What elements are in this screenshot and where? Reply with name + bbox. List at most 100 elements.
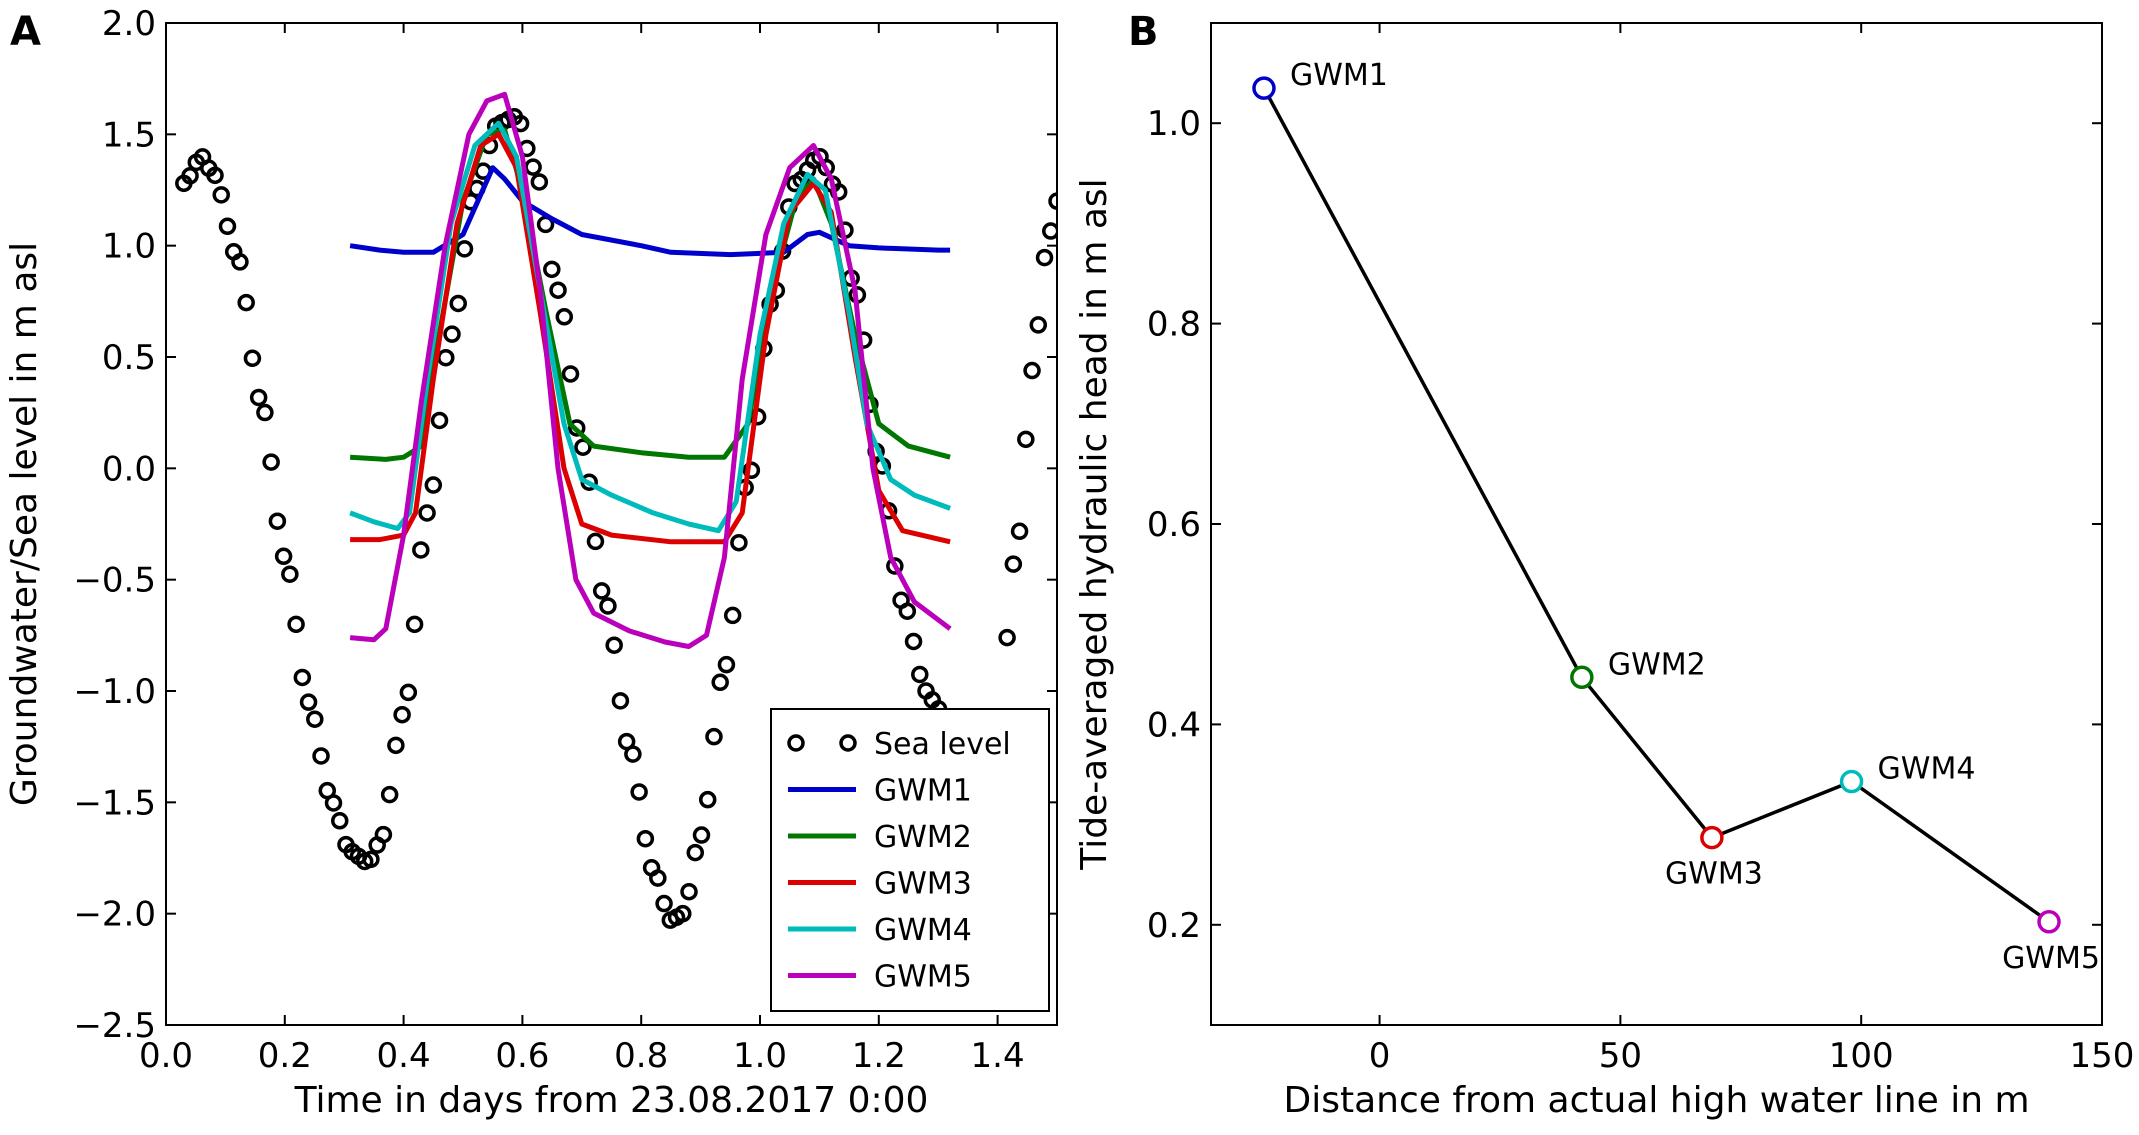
panel-b-x-ticks: 0 50 100 150 bbox=[1369, 23, 2135, 1076]
sea-level-point bbox=[611, 692, 630, 710]
sea-level-point bbox=[555, 308, 574, 326]
sea-level-point bbox=[330, 812, 349, 830]
legend-gwm1-label: GWM1 bbox=[874, 774, 972, 809]
panel-b-point-labels: GWM1 GWM2 GWM3 GWM4 GWM5 bbox=[1290, 58, 2100, 976]
y-tick-label: −2.5 bbox=[73, 1006, 156, 1046]
sea-level-point bbox=[412, 541, 430, 559]
sea-level-point bbox=[904, 632, 923, 651]
sea-level-point bbox=[362, 850, 380, 869]
gwm4-point-label: GWM4 bbox=[1878, 752, 1976, 787]
legend: Sea level GWM1 GWM2 GWM3 GWM4 GWM5 bbox=[770, 708, 1050, 1012]
sea-level-point bbox=[543, 260, 561, 279]
panel-a-chart: 0.0 0.2 0.4 0.6 0.8 1.0 1.2 1.4 −2.5 −2.0 −1.5 −1.… bbox=[4, 4, 1058, 1121]
panel-a-frame bbox=[165, 22, 1058, 1026]
x-tick-label: 100 bbox=[1829, 1036, 1894, 1076]
sea-level-point bbox=[524, 158, 542, 176]
panel-a-y-axis-label: Groundwater/Sea level in m asl bbox=[4, 242, 45, 806]
sea-level-point bbox=[449, 294, 467, 313]
sea-level-point bbox=[206, 166, 224, 185]
sea-level-point bbox=[237, 293, 255, 312]
legend-gwm4-label: GWM4 bbox=[874, 913, 972, 948]
sea-level-point bbox=[1023, 361, 1041, 380]
gwm5-point bbox=[2037, 910, 2061, 934]
y-tick-label: 0.4 bbox=[1147, 705, 1201, 745]
x-tick-label: 1.4 bbox=[971, 1036, 1025, 1076]
hydraulic-head-line bbox=[1252, 76, 2061, 934]
sea-level-point bbox=[443, 325, 461, 343]
sea-level-point bbox=[293, 668, 312, 687]
sea-level-point bbox=[1042, 222, 1057, 240]
x-tick-label: 0.0 bbox=[139, 1036, 193, 1076]
legend-sea-level-marker-right bbox=[839, 734, 857, 752]
sea-level-point bbox=[624, 745, 642, 763]
y-tick-label: −1.5 bbox=[73, 783, 156, 823]
y-tick-label: 1.0 bbox=[1147, 104, 1201, 144]
panel-a-y-ticks: −2.5 −2.0 −1.5 −1.0 −0.5 0.0 0.5 1.0 1.5 2.0 bbox=[73, 4, 1057, 1046]
sea-level-point bbox=[911, 665, 929, 684]
gwm4-point bbox=[1839, 769, 1864, 794]
sea-level-point bbox=[218, 217, 237, 236]
x-tick-label: 150 bbox=[2070, 1036, 2135, 1076]
y-tick-label: −0.5 bbox=[73, 561, 156, 601]
y-tick-label: 2.0 bbox=[102, 4, 156, 44]
y-tick-label: −2.0 bbox=[73, 895, 156, 935]
legend-sea-level-marker-left bbox=[787, 734, 805, 752]
sea-level-point bbox=[312, 747, 330, 765]
y-tick-label: 0.8 bbox=[1147, 305, 1201, 345]
x-tick-label: 1.2 bbox=[852, 1036, 906, 1076]
sea-level-point bbox=[568, 419, 586, 437]
y-tick-label: 1.0 bbox=[102, 227, 156, 267]
y-tick-label: 1.5 bbox=[102, 115, 156, 155]
sea-level-point bbox=[212, 186, 230, 204]
gwm5-line bbox=[349, 91, 952, 649]
sea-level-point bbox=[605, 636, 623, 654]
x-tick-label: 1.0 bbox=[733, 1036, 787, 1076]
sea-level-point bbox=[306, 710, 324, 728]
sea-level-point bbox=[1004, 555, 1023, 573]
sea-level-point bbox=[886, 557, 904, 575]
panel-b-y-ticks: 0.2 0.4 0.6 0.8 1.0 bbox=[1147, 104, 2102, 946]
panel-letter-a: A bbox=[10, 9, 41, 55]
panel-a-x-ticks: 0.0 0.2 0.4 0.6 0.8 1.0 1.2 1.4 bbox=[139, 23, 1025, 1076]
gwm2-point-label: GWM2 bbox=[1608, 647, 1706, 682]
gwm2-point bbox=[1570, 665, 1594, 690]
sea-level-point bbox=[262, 453, 280, 471]
sea-level-point bbox=[698, 790, 717, 809]
x-tick-label: 0.6 bbox=[495, 1036, 549, 1076]
sea-level-point bbox=[530, 173, 549, 191]
sea-level-point bbox=[998, 628, 1016, 647]
panel-b-x-axis-label: Distance from actual high water line in … bbox=[1283, 1080, 2029, 1121]
sea-level-point bbox=[256, 403, 274, 422]
gwm3-point bbox=[1700, 825, 1724, 850]
panel-b-y-axis-label: Tide-averaged hydraulic head in m asl bbox=[1074, 178, 1115, 870]
sea-level-point bbox=[730, 533, 748, 552]
gwm1-line bbox=[349, 165, 951, 258]
sea-level-point bbox=[705, 727, 723, 746]
sea-level-point bbox=[592, 582, 611, 600]
gwm4-line bbox=[349, 120, 951, 534]
sea-level-point bbox=[717, 655, 736, 674]
sea-level-point bbox=[674, 904, 692, 923]
sea-level-point bbox=[586, 532, 605, 551]
legend-box bbox=[770, 708, 1050, 1012]
sea-level-point bbox=[324, 794, 343, 812]
sea-level-point bbox=[287, 615, 305, 634]
sea-level-point bbox=[1048, 192, 1057, 210]
sea-level-point bbox=[387, 736, 405, 755]
sea-level-point bbox=[424, 476, 443, 494]
sea-level-point bbox=[711, 673, 729, 692]
sea-level-point bbox=[561, 365, 580, 383]
sea-level-point bbox=[574, 438, 592, 456]
legend-sea-level-label: Sea level bbox=[874, 727, 1011, 762]
sea-level-point bbox=[630, 783, 648, 801]
sea-level-point bbox=[399, 683, 418, 702]
hydraulic-head-path bbox=[1262, 87, 2051, 924]
groundwater-series bbox=[349, 91, 952, 649]
sea-level-point bbox=[1029, 316, 1048, 334]
gwm5-point-label: GWM5 bbox=[2002, 941, 2100, 976]
legend-gwm2-label: GWM2 bbox=[874, 820, 972, 855]
sea-level-point bbox=[299, 693, 318, 711]
legend-gwm3-label: GWM3 bbox=[874, 867, 972, 902]
sea-level-point bbox=[181, 167, 199, 185]
